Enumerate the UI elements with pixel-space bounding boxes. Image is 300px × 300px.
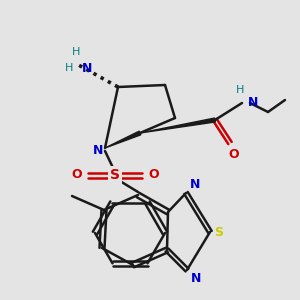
- Text: H: H: [236, 85, 244, 95]
- Text: N: N: [248, 97, 258, 110]
- Text: N: N: [191, 272, 201, 285]
- Text: H: H: [72, 47, 80, 57]
- Text: O: O: [71, 169, 82, 182]
- Text: S: S: [110, 168, 120, 182]
- Polygon shape: [140, 118, 215, 133]
- Text: O: O: [229, 148, 239, 161]
- Text: N: N: [93, 143, 103, 157]
- Text: O: O: [148, 169, 159, 182]
- Text: N: N: [190, 178, 200, 191]
- Text: N: N: [82, 61, 92, 74]
- Text: S: S: [214, 226, 223, 238]
- Text: H: H: [64, 63, 73, 73]
- Polygon shape: [105, 131, 141, 148]
